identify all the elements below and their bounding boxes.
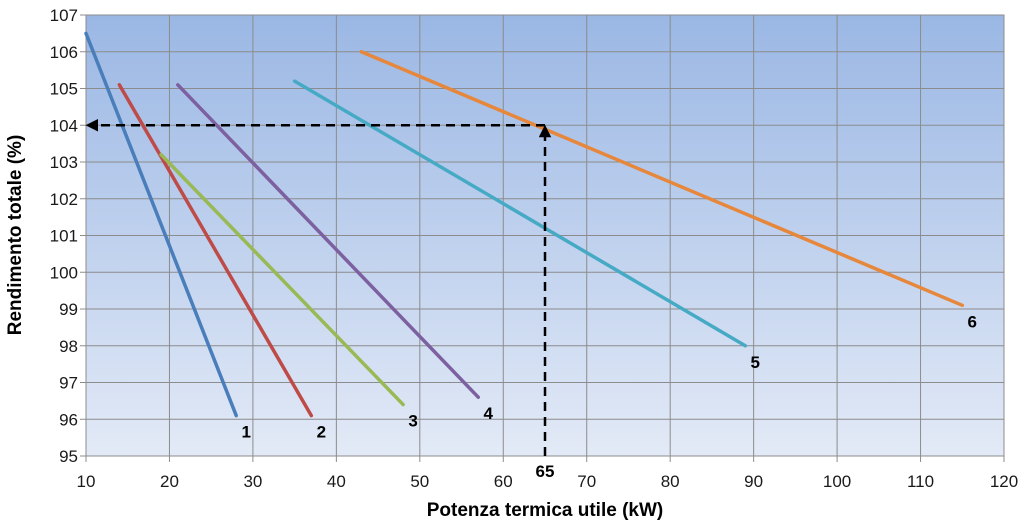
x-tick-label: 120: [990, 472, 1018, 491]
y-tick-label: 98: [59, 337, 78, 356]
x-tick-label: 20: [160, 472, 179, 491]
x-tick-label: 110: [907, 472, 934, 491]
x-axis-title: Potenza termica utile (kW): [427, 500, 664, 521]
x-tick-label: 40: [327, 472, 346, 491]
x-tick-label: 90: [744, 472, 763, 491]
x-tick-label: 30: [243, 472, 262, 491]
series-label-4: 4: [484, 404, 494, 423]
x-tick-label: 10: [77, 472, 96, 491]
y-tick-label: 100: [50, 263, 78, 282]
series-lines: [84, 31, 965, 418]
x-tick-label: 50: [410, 472, 429, 491]
y-tick-label: 106: [50, 43, 78, 62]
series-label-2: 2: [317, 423, 326, 442]
y-tick-label: 95: [59, 447, 78, 466]
series-label-3: 3: [408, 412, 417, 431]
annotation-label: 65: [536, 462, 555, 481]
series-line-3: [159, 152, 405, 407]
x-tick-label: 80: [661, 472, 680, 491]
y-tick-label: 97: [59, 374, 78, 393]
series-line-1: [84, 31, 238, 418]
series-line-4: [176, 83, 480, 399]
x-axis-ticks: 10 20 30 40 50 60 70 80 90 100 110 120: [77, 456, 1018, 491]
series-labels: 1 2 3 4 5 6: [241, 312, 977, 441]
series-label-1: 1: [241, 423, 250, 442]
series-line-2: [117, 83, 314, 418]
y-tick-label: 104: [50, 116, 78, 135]
series-label-6: 6: [968, 312, 977, 331]
y-tick-label: 105: [50, 80, 78, 99]
y-tick-label: 96: [59, 410, 78, 429]
y-axis-ticks: 95 96 97 98 99 100 101 102 103 104 105 106 107: [50, 6, 86, 466]
x-tick-label: 70: [577, 472, 596, 491]
y-tick-label: 99: [59, 300, 78, 319]
series-label-5: 5: [751, 353, 760, 372]
x-tick-label: 100: [823, 472, 851, 491]
series-line-6: [359, 50, 965, 308]
y-tick-label: 107: [50, 6, 78, 25]
annotation: 65: [85, 119, 555, 481]
y-axis-title: Rendimento totale (%): [5, 135, 26, 336]
y-tick-label: 102: [50, 190, 78, 209]
series-line-5: [292, 79, 748, 348]
y-tick-label: 101: [50, 227, 78, 246]
x-tick-label: 60: [494, 472, 513, 491]
y-tick-label: 103: [50, 153, 78, 172]
